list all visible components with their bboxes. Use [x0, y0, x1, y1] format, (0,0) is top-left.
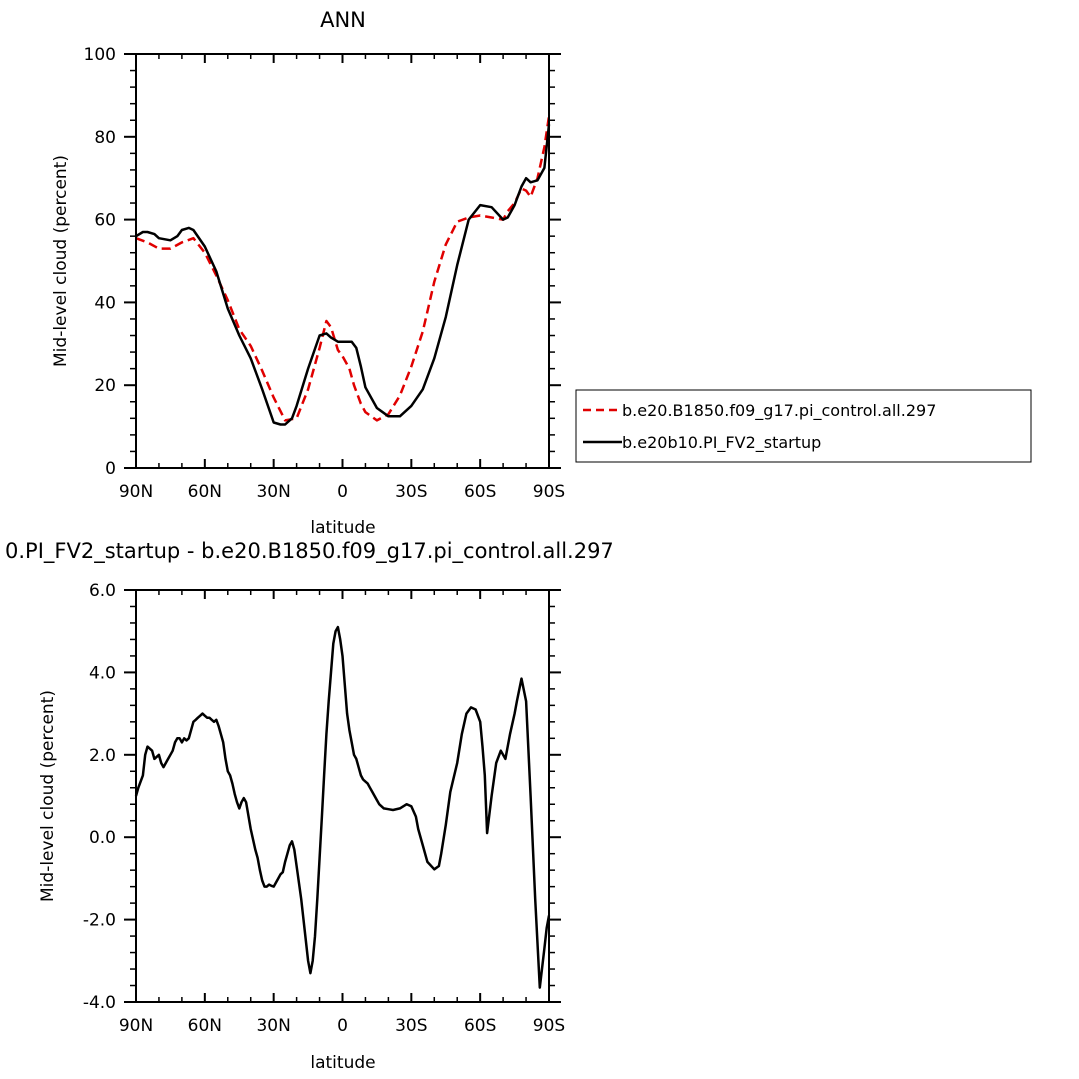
x-tick-label: 60S: [464, 482, 496, 502]
x-tick-label: 60N: [188, 482, 222, 502]
x-tick-label: 90S: [533, 1016, 565, 1036]
y-tick-label: 6.0: [89, 581, 116, 601]
x-tick-label: 30N: [256, 1016, 290, 1036]
bottom-chart-y-axis-label: Mid-level cloud (percent): [38, 690, 58, 902]
top-chart-panel: ANN 90N 60N 30N 0 30S 60S 90S 0 20 40 60 80 100 lati…: [51, 8, 1032, 538]
top-chart-legend: b.e20.B1850.f09_g17.pi_control.all.297 b…: [575, 389, 1032, 463]
y-tick-label: 4.0: [89, 663, 116, 683]
x-tick-label: 30S: [395, 482, 427, 502]
top-chart-series: [135, 115, 551, 426]
series-line-1: [134, 625, 551, 989]
series-line-2: [135, 124, 551, 426]
x-tick-label: 0: [337, 1016, 348, 1036]
y-tick-label: -4.0: [83, 993, 116, 1013]
top-chart-y-axis-label: Mid-level cloud (percent): [51, 155, 71, 367]
y-tick-label: 100: [84, 45, 116, 65]
x-tick-label: 30N: [256, 482, 290, 502]
x-tick-label: 60S: [464, 1016, 496, 1036]
x-tick-label: 90N: [119, 1016, 153, 1036]
top-chart-axes: 90N 60N 30N 0 30S 60S 90S 0 20 40 60 80 100: [84, 45, 566, 502]
x-tick-label: 90S: [533, 482, 565, 502]
bottom-chart-series: [134, 625, 551, 989]
bottom-chart-panel: 0.PI_FV2_startup - b.e20.B1850.f09_g17.p…: [5, 539, 614, 1073]
y-tick-label: 40: [94, 293, 116, 313]
legend-label-series-2: b.e20b10.PI_FV2_startup: [622, 433, 821, 453]
x-tick-label: 30S: [395, 1016, 427, 1036]
top-chart-title: ANN: [320, 8, 366, 32]
y-tick-label: 60: [94, 211, 116, 231]
bottom-chart-x-axis-label: latitude: [310, 1053, 375, 1073]
x-tick-label: 90N: [119, 482, 153, 502]
x-tick-label: 0: [337, 482, 348, 502]
y-tick-label: 0: [105, 459, 116, 479]
y-tick-label: -2.0: [83, 911, 116, 931]
y-tick-label: 0.0: [89, 828, 116, 848]
top-chart-plot-frame: [135, 53, 550, 469]
bottom-chart-axes: 90N 60N 30N 0 30S 60S 90S -4.0 -2.0 0.0 2.0 4.0 6.0: [83, 581, 565, 1036]
bottom-chart-plot-frame: [135, 589, 550, 1003]
y-tick-label: 2.0: [89, 746, 116, 766]
series-line-1: [135, 115, 551, 422]
legend-label-series-1: b.e20.B1850.f09_g17.pi_control.all.297: [622, 401, 936, 421]
legend-box: [575, 389, 1032, 463]
top-chart-x-axis-label: latitude: [310, 518, 375, 538]
y-tick-label: 20: [94, 376, 116, 396]
bottom-chart-title: 0.PI_FV2_startup - b.e20.B1850.f09_g17.p…: [5, 539, 614, 564]
x-tick-label: 60N: [188, 1016, 222, 1036]
y-tick-label: 80: [94, 128, 116, 148]
